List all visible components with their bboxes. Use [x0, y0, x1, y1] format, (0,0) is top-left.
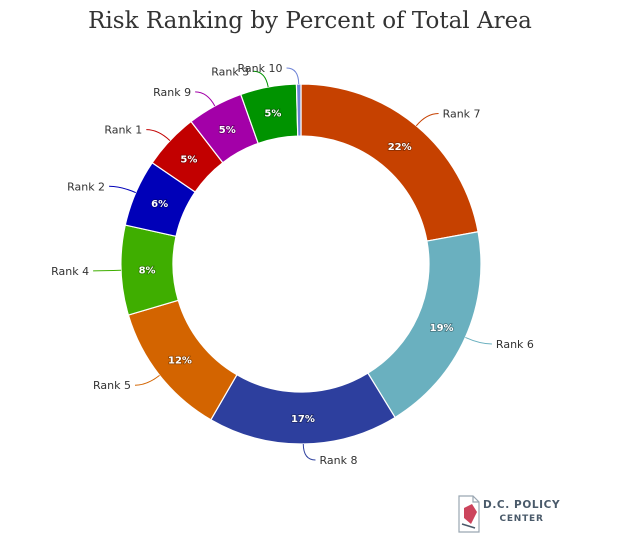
connector-rank-3: [253, 70, 269, 88]
connector-rank-2: [109, 185, 136, 194]
donut-slices: [120, 83, 482, 445]
slice-label-rank-2: Rank 2: [67, 180, 105, 193]
slice-label-rank-8: Rank 8: [319, 454, 357, 467]
slice-labels: Rank 7 Rank 6 Rank 8 Rank 5 Rank 4 Rank 2 Rank…: [51, 62, 534, 467]
slice-rank-6[interactable]: [367, 231, 482, 419]
dc-policy-center-logo: D.C. POLICY CENTER: [455, 494, 575, 538]
connector-rank-1: [146, 129, 171, 141]
connector-rank-10: [286, 67, 300, 85]
slice-label-rank-6: Rank 6: [496, 338, 534, 351]
percent-labels: 22% 19% 17% 12% 8% 6% 5% 5% 5%: [138, 108, 454, 426]
percent-label-rank-8: 17%: [291, 414, 315, 425]
slice-label-rank-1: Rank 1: [104, 124, 142, 137]
slice-label-rank-7: Rank 7: [443, 108, 481, 121]
label-connectors: [93, 67, 492, 461]
connector-rank-7: [415, 113, 439, 127]
percent-label-rank-4: 8%: [139, 265, 156, 276]
percent-label-rank-5: 12%: [168, 355, 192, 366]
percent-label-rank-6: 19%: [430, 323, 454, 334]
slice-label-rank-4: Rank 4: [51, 265, 89, 278]
connector-rank-4: [93, 269, 122, 272]
connector-rank-5: [134, 374, 160, 386]
percent-label-rank-9: 5%: [219, 125, 236, 136]
chart-title: Risk Ranking by Percent of Total Area: [88, 8, 532, 34]
connector-rank-6: [465, 336, 492, 345]
logo-line1: D.C. POLICY: [483, 499, 561, 511]
logo-line2: CENTER: [499, 514, 544, 524]
slice-label-rank-10: Rank 10: [238, 62, 283, 75]
percent-label-rank-3: 5%: [264, 109, 281, 120]
slice-label-rank-9: Rank 9: [153, 86, 191, 99]
percent-label-rank-7: 22%: [388, 142, 412, 153]
slice-rank-8[interactable]: [210, 372, 396, 445]
connector-rank-8: [302, 443, 316, 461]
connector-rank-9: [195, 91, 216, 107]
slice-rank-10[interactable]: [295, 83, 302, 137]
slice-label-rank-3: Rank 3: [211, 65, 249, 78]
slice-label-rank-5: Rank 5: [93, 379, 131, 392]
percent-label-rank-1: 5%: [180, 154, 197, 165]
dc-map-document-icon: [458, 495, 480, 533]
percent-label-rank-2: 6%: [151, 199, 168, 210]
